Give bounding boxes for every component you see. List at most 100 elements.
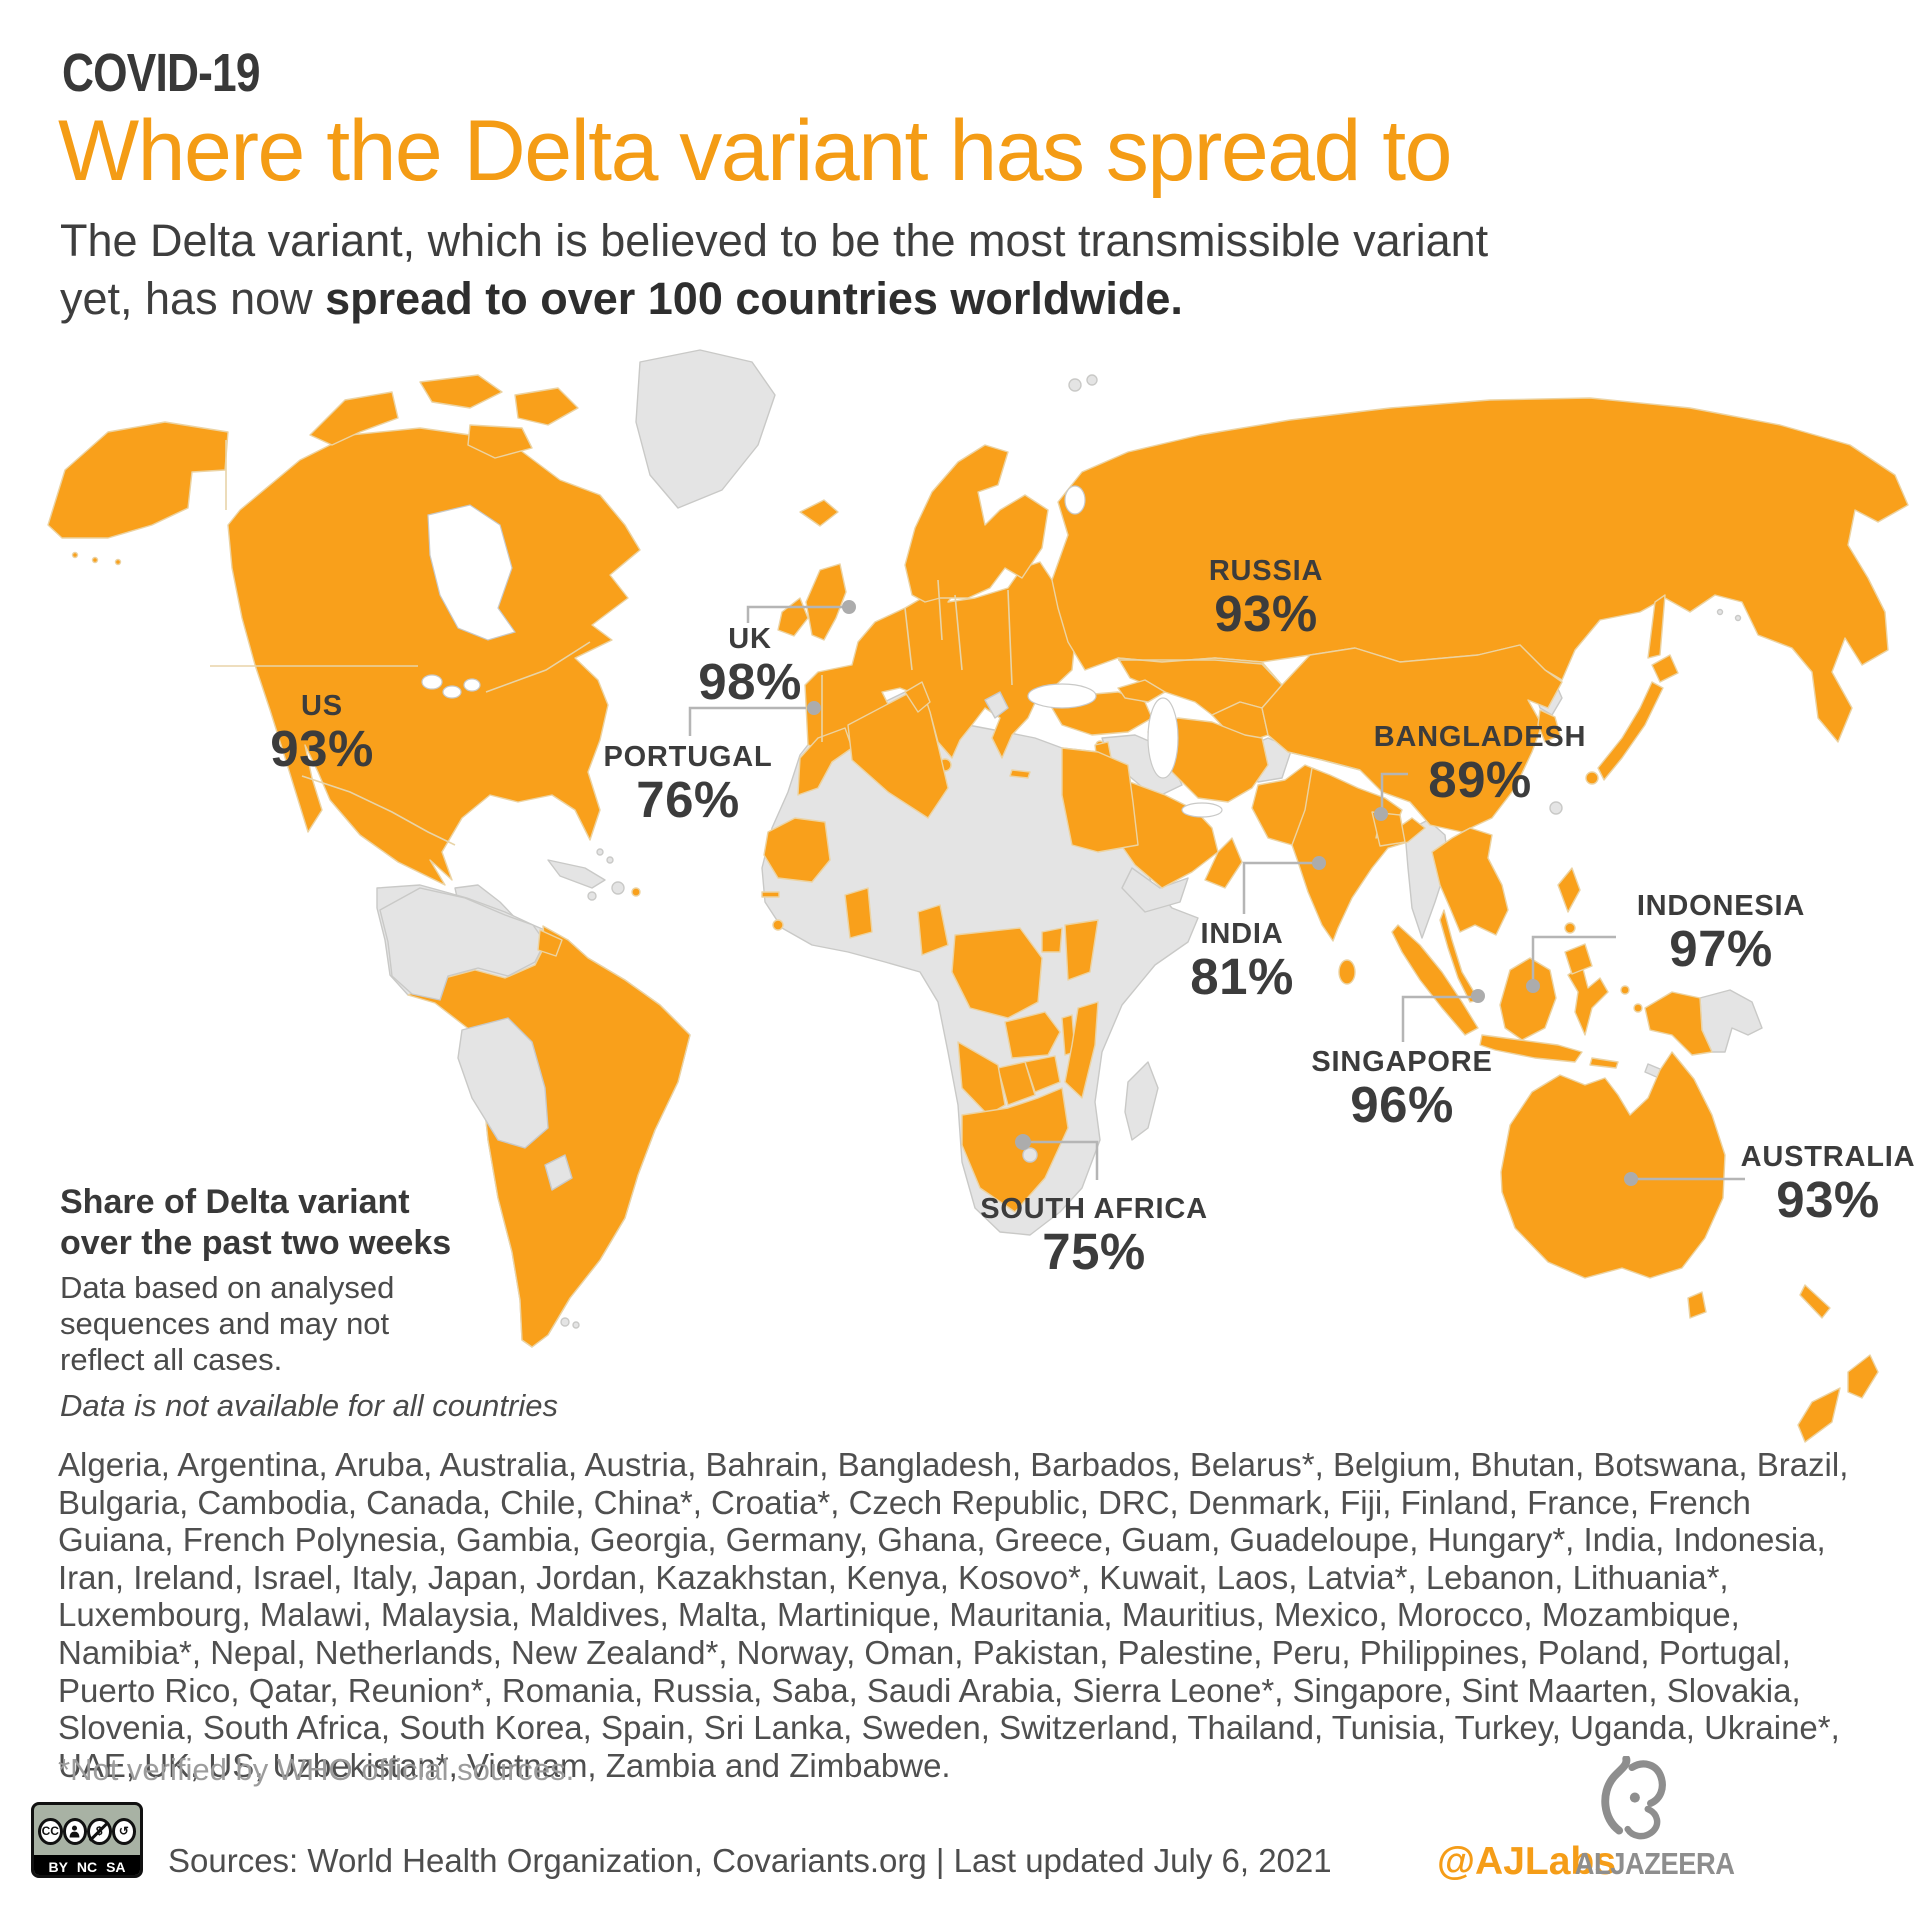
region-pacific-island-2 [1734, 614, 1742, 622]
country-borders [210, 440, 1361, 846]
region-new-caledonia [1799, 1284, 1831, 1319]
border-us-canada [210, 641, 591, 693]
label-us-name: US [301, 690, 343, 722]
region-arctic-islands-d [467, 424, 533, 459]
leader-singapore [1401, 995, 1475, 1042]
cc-icon-row: CC $ ↺ [34, 1805, 140, 1855]
region-uganda [1041, 927, 1063, 953]
region-pacific-island [1716, 608, 1724, 616]
label-russia-name: RUSSIA [1208, 555, 1324, 587]
region-madagascar [1124, 1061, 1159, 1141]
region-south-korea [1537, 709, 1561, 743]
persian-gulf [1181, 802, 1223, 818]
region-sakhalin [1647, 594, 1666, 659]
white-sea [1064, 485, 1086, 515]
subtitle-regular: The Delta variant, which is believed to … [60, 215, 1489, 324]
label-australia-name: AUSTRALIA [1740, 1141, 1916, 1173]
leader-lines [688, 600, 1745, 1186]
subtitle-bold: spread to over 100 countries worldwide. [325, 272, 1183, 324]
label-singapore-name: SINGAPORE [1311, 1046, 1493, 1078]
label-south-africa: SOUTH AFRICA 75% [980, 1192, 1208, 1278]
label-australia: AUSTRALIA 93% [1741, 1140, 1916, 1226]
hudson-bay [427, 504, 516, 641]
cc-nc-dollar-icon: $ [87, 1817, 112, 1845]
border-us-mexico [301, 775, 456, 846]
label-uk-name: UK [728, 623, 772, 655]
region-tasmania [1687, 1291, 1707, 1319]
label-bangladesh-pct: 89% [1428, 751, 1532, 808]
label-russia-pct: 93% [1214, 585, 1318, 642]
label-india-name: INDIA [1200, 918, 1284, 950]
legend-note: Data is not available for all countries [60, 1388, 558, 1423]
label-bangladesh: BANGLADESH 89% [1374, 720, 1587, 806]
region-falklands [560, 1317, 570, 1327]
region-svalbard-2 [1086, 374, 1098, 386]
region-uruguay [544, 1154, 573, 1191]
region-gambia [761, 891, 780, 898]
leader-uk [746, 605, 845, 623]
region-japan-kyushu [1585, 771, 1599, 785]
region-java [1479, 1034, 1583, 1063]
region-new-zealand-south [1797, 1387, 1841, 1443]
region-borneo [1499, 957, 1557, 1041]
region-crete [1009, 769, 1031, 779]
region-japan-honshu [1597, 681, 1664, 781]
page-title: Where the Delta variant has spread to [58, 103, 1452, 199]
label-portugal: PORTUGAL 76% [603, 740, 772, 826]
country-list: Algeria, Argentina, Aruba, Australia, Au… [58, 1446, 1849, 1784]
region-mauritania [763, 817, 831, 883]
region-mozambique [1064, 1001, 1099, 1099]
legend: Share of Delta variant over the past two… [60, 1182, 558, 1424]
region-puerto-rico [631, 887, 641, 897]
region-scandinavia [904, 444, 1049, 603]
footnote: *Not verified by WHO official sources. [58, 1752, 575, 1787]
world-map [47, 349, 1909, 1443]
region-arctic-islands-a [309, 391, 399, 446]
label-us: US 93% [270, 689, 374, 775]
label-south-africa-name: SOUTH AFRICA [980, 1193, 1208, 1225]
region-sierra-leone [772, 919, 784, 931]
region-moluccas [1620, 985, 1630, 995]
region-yemen [1121, 867, 1189, 913]
legend-title-line1: Share of Delta variant [60, 1183, 410, 1221]
region-svalbard [1068, 378, 1082, 392]
black-sea [1027, 683, 1097, 709]
label-uk-pct: 98% [698, 653, 802, 710]
region-sulawesi [1567, 964, 1609, 1036]
region-bahamas [596, 848, 604, 856]
region-australia [1500, 1051, 1726, 1279]
region-aleutians-3 [114, 558, 122, 566]
region-arctic-islands-b [419, 374, 503, 409]
region-balkans-gray [984, 691, 1009, 719]
leader-indonesia [1531, 935, 1616, 983]
region-south-africa [961, 1087, 1069, 1213]
region-greenland [635, 349, 776, 509]
ajlabs-credit: @AJLabs [1437, 1840, 1616, 1883]
border-russia-kazakhstan [1118, 659, 1283, 686]
leader-dot-uk [842, 600, 856, 614]
subtitle: The Delta variant, which is believed to … [60, 212, 1540, 327]
water-features [421, 485, 1223, 818]
label-us-pct: 93% [270, 720, 374, 777]
leader-portugal [688, 706, 806, 736]
label-indonesia-name: INDONESIA [1636, 890, 1806, 922]
label-india: INDIA 81% [1190, 917, 1294, 1003]
region-ghana [844, 887, 873, 939]
region-aleutians [71, 551, 79, 559]
region-french-guiana [537, 929, 563, 957]
region-drc [951, 927, 1043, 1019]
leader-india [1242, 861, 1319, 914]
region-japan-hokkaido [1651, 654, 1679, 683]
aljazeera-wordmark: ALJAZEERA [1574, 1846, 1735, 1881]
cc-letter-by: BY [48, 1858, 68, 1875]
leader-dot-portugal [807, 701, 821, 715]
region-egypt [1061, 747, 1139, 853]
label-india-pct: 81% [1190, 948, 1294, 1005]
cc-license-badge: CC $ ↺ BY NC SA [31, 1802, 143, 1878]
label-russia: RUSSIA 93% [1209, 554, 1323, 640]
border-europe-internal [904, 579, 1013, 686]
region-lesotho [1022, 1147, 1038, 1163]
source-line: Sources: World Health Organization, Cova… [168, 1842, 1332, 1879]
region-cameroon [917, 904, 949, 956]
